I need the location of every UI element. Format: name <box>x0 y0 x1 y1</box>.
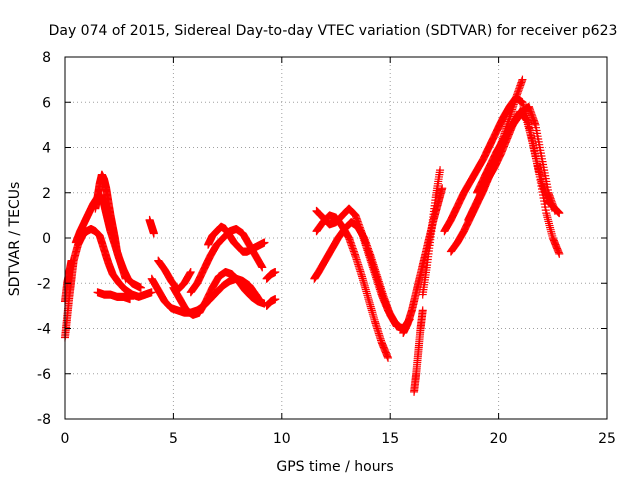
data-point <box>271 267 280 276</box>
y-tick-label: 2 <box>42 186 51 202</box>
y-tick-label: 8 <box>42 50 51 66</box>
data-point <box>436 166 445 175</box>
data-point <box>555 209 564 218</box>
data-point <box>149 229 158 238</box>
data-point <box>260 238 269 247</box>
data-point <box>271 295 280 304</box>
data-point <box>126 295 135 304</box>
y-tick-label: -8 <box>37 412 51 428</box>
data-point <box>147 288 156 297</box>
x-tick-label: 20 <box>490 431 508 447</box>
chart-title: Day 074 of 2015, Sidereal Day-to-day VTE… <box>49 23 618 39</box>
series-s10 <box>204 222 269 256</box>
x-axis-label: GPS time / hours <box>276 459 393 475</box>
x-tick-label: 10 <box>273 431 291 447</box>
data-point <box>518 75 527 84</box>
series-s19 <box>418 166 445 299</box>
y-tick-label: -2 <box>37 276 51 292</box>
series-s13 <box>262 267 280 283</box>
data-point <box>555 249 564 258</box>
y-tick-label: 4 <box>42 141 51 157</box>
series-s23 <box>472 102 559 215</box>
y-tick-label: 6 <box>42 95 51 111</box>
y-axis-label: SDTVAR / TECUs <box>7 182 23 297</box>
data-point <box>67 256 76 265</box>
series-s5 <box>93 288 135 304</box>
series-s6 <box>145 215 158 238</box>
data-point <box>121 274 130 283</box>
series-s3 <box>91 170 130 283</box>
grid <box>65 57 607 419</box>
data-point <box>186 267 195 276</box>
data-point <box>136 283 145 292</box>
x-tick-label: 25 <box>598 431 616 447</box>
series-s16 <box>312 204 406 333</box>
data-point <box>384 353 393 362</box>
data-point <box>550 206 559 215</box>
x-tick-label: 0 <box>61 431 70 447</box>
series-s8 <box>169 267 269 319</box>
x-tick-label: 15 <box>381 431 399 447</box>
axis-ticks: 0 5 10 15 20 25 -8 -6 -4 -2 0 2 4 6 8 <box>37 50 616 447</box>
series-s18 <box>410 306 427 396</box>
series-s12 <box>262 295 280 310</box>
series-s11 <box>154 256 195 295</box>
data-point <box>258 263 267 272</box>
x-tick-label: 5 <box>169 431 178 447</box>
y-tick-label: -6 <box>37 367 51 383</box>
data-point <box>418 306 427 315</box>
data-series <box>61 75 564 396</box>
y-tick-label: 0 <box>42 231 51 247</box>
y-tick-label: -4 <box>37 322 51 338</box>
